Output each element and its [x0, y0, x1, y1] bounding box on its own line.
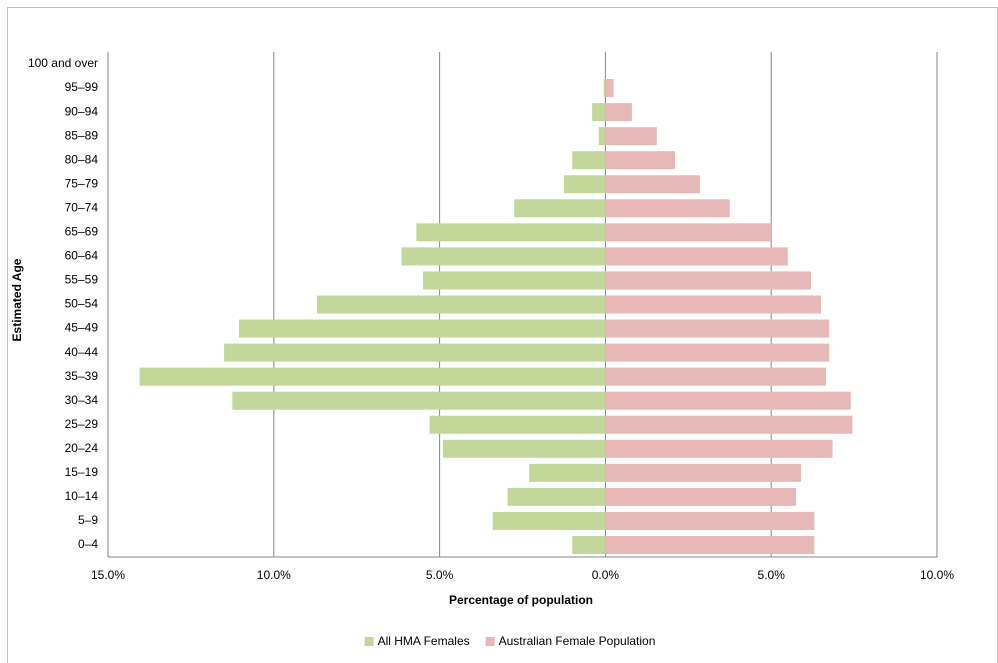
- bar: [605, 511, 815, 530]
- bar: [605, 391, 851, 410]
- bar: [605, 271, 811, 290]
- y-tick-label: 30–34: [65, 393, 99, 407]
- bar: [605, 415, 853, 434]
- bar: [492, 511, 606, 530]
- y-tick-label: 90–94: [65, 104, 99, 118]
- bar: [605, 223, 772, 242]
- y-tick-label: 60–64: [65, 249, 99, 263]
- y-tick-label: 20–24: [65, 441, 99, 455]
- y-tick-label: 5–9: [78, 513, 98, 527]
- y-tick-label: 70–74: [65, 200, 99, 214]
- bar: [572, 151, 606, 170]
- bar: [605, 151, 676, 170]
- y-tick-label: 25–29: [65, 417, 99, 431]
- bar: [592, 103, 606, 122]
- bar: [316, 295, 606, 314]
- bar: [429, 415, 606, 434]
- bar: [605, 463, 802, 482]
- bar: [238, 319, 606, 338]
- y-tick-label: 95–99: [65, 80, 99, 94]
- bar: [605, 79, 614, 98]
- x-tick-label: 10.0%: [920, 568, 954, 582]
- bar: [563, 175, 606, 194]
- y-axis-title: Estimated Age: [10, 258, 24, 341]
- x-tick-label: 0.0%: [592, 568, 620, 582]
- y-tick-label: 15–19: [65, 465, 99, 479]
- y-tick-label: 45–49: [65, 321, 99, 335]
- bar: [416, 223, 606, 242]
- x-tick-label: 10.0%: [257, 568, 291, 582]
- x-axis-title: Percentage of population: [449, 593, 593, 607]
- y-tick-label: 10–14: [65, 489, 99, 503]
- bar: [605, 175, 700, 194]
- bar: [605, 319, 830, 338]
- bar: [442, 439, 606, 458]
- y-tick-label: 40–44: [65, 345, 99, 359]
- x-tick-label: 5.0%: [758, 568, 786, 582]
- bar: [603, 79, 606, 98]
- bar: [139, 367, 606, 386]
- bar: [605, 487, 797, 506]
- bar: [423, 271, 606, 290]
- bar: [224, 343, 606, 362]
- bar: [507, 487, 606, 506]
- legend-swatch: [364, 637, 374, 646]
- bar: [605, 295, 821, 314]
- y-tick-label: 100 and over: [28, 56, 98, 70]
- y-tick-label: 35–39: [65, 369, 99, 383]
- y-tick-label: 55–59: [65, 273, 99, 287]
- bar: [605, 367, 826, 386]
- bar: [598, 127, 606, 146]
- y-tick-label: 50–54: [65, 297, 99, 311]
- y-tick-label: 75–79: [65, 176, 99, 190]
- legend-label: Australian Female Population: [499, 634, 656, 648]
- y-tick-label: 65–69: [65, 225, 99, 239]
- y-tick-label: 80–84: [65, 152, 99, 166]
- bar: [529, 463, 606, 482]
- bar: [514, 199, 606, 218]
- y-tick-label: 0–4: [78, 537, 98, 551]
- bar: [401, 247, 606, 266]
- bar: [605, 535, 815, 554]
- bar: [605, 127, 657, 146]
- x-tick-label: 5.0%: [426, 568, 454, 582]
- legend-label: All HMA Females: [378, 634, 470, 648]
- x-tick-label: 15.0%: [91, 568, 125, 582]
- bar: [572, 535, 606, 554]
- bar: [605, 103, 632, 122]
- legend-swatch: [485, 637, 495, 646]
- bar: [605, 199, 730, 218]
- y-tick-label: 85–89: [65, 128, 99, 142]
- bar: [232, 391, 606, 410]
- bar: [605, 343, 830, 362]
- bar: [605, 247, 788, 266]
- bar: [605, 439, 833, 458]
